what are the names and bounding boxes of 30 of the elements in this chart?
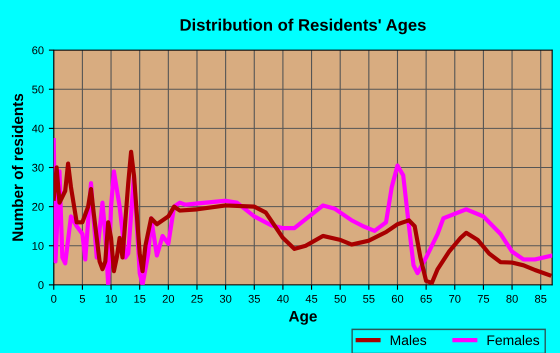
x-tick-label: 25: [191, 294, 203, 303]
x-tick-label: 5: [80, 295, 86, 303]
y-tick-label: 40: [32, 124, 44, 133]
y-tick-label: 0: [38, 281, 44, 290]
x-tick-label: 30: [220, 294, 232, 303]
x-tick-label: 20: [162, 294, 174, 303]
x-tick-label: 50: [334, 294, 346, 303]
chart-title: Distribution of Residents' Ages: [180, 18, 426, 34]
legend-label: Females: [488, 334, 540, 346]
x-tick-label: 55: [363, 295, 375, 303]
x-tick-label: 10: [106, 294, 117, 303]
y-tick-label: 60: [32, 46, 44, 54]
x-tick-label: 45: [306, 295, 318, 303]
x-tick-label: 80: [506, 294, 518, 303]
x-tick-label: 65: [420, 294, 432, 303]
x-tick-label: 0: [51, 294, 56, 303]
legend-label: Males: [390, 334, 426, 346]
y-tick-label: 30: [32, 164, 44, 172]
x-tick-label: 15: [134, 295, 146, 303]
x-tick-label: 70: [449, 294, 461, 303]
x-tick-label: 85: [535, 294, 546, 303]
y-tick-label: 50: [32, 86, 44, 94]
x-axis-title: Age: [288, 311, 317, 325]
x-tick-label: 35: [248, 294, 260, 303]
x-tick-label: 60: [392, 294, 404, 303]
y-tick-label: 10: [32, 242, 44, 250]
y-tick-label: 20: [32, 202, 44, 211]
x-tick-label: 40: [276, 294, 289, 303]
x-tick-label: 75: [478, 295, 490, 303]
y-axis-title: Number of residents: [12, 94, 24, 241]
